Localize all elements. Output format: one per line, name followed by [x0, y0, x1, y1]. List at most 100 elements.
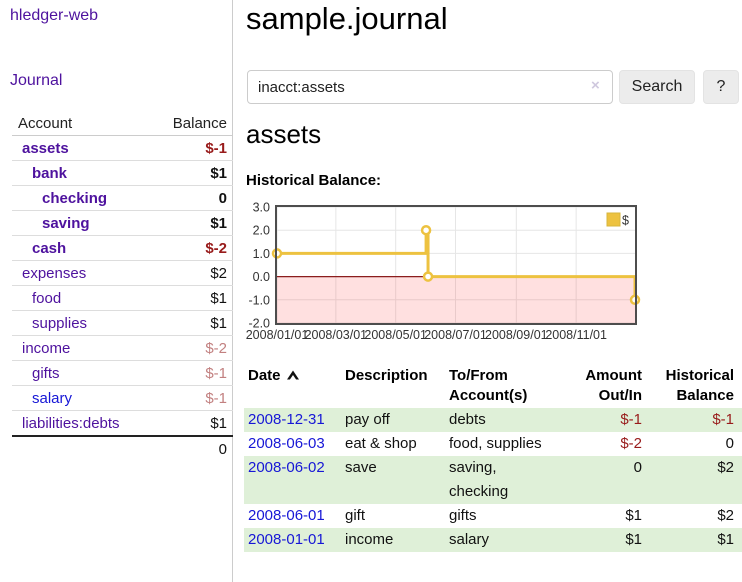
account-name-cell: salary	[12, 385, 154, 411]
account-row: expenses $2	[12, 260, 233, 286]
transaction-date-link[interactable]: 2008-06-02	[248, 459, 325, 476]
header-balance[interactable]: Historical Balance	[665, 367, 734, 404]
account-name-cell: food	[12, 285, 154, 311]
header-description[interactable]: Description	[345, 367, 428, 384]
transactions-table: Date Description To/From Account(s) Amou…	[244, 364, 742, 552]
account-balance: $1	[153, 285, 233, 311]
header-amount[interactable]: Amount Out/In	[585, 367, 642, 404]
svg-text:-2.0: -2.0	[248, 317, 270, 331]
transactions-header-row: Date Description To/From Account(s) Amou…	[244, 364, 742, 408]
svg-text:2008/11/01: 2008/11/01	[545, 328, 607, 342]
account-balance: $-2	[153, 235, 233, 261]
accounts-header-row: Account Balance	[12, 111, 233, 136]
transaction-row: 2008-06-02 save saving, checking 0 $2	[244, 456, 742, 504]
sidebar-account-link[interactable]: gifts	[32, 364, 60, 382]
accounts-total-row: 0	[12, 435, 233, 461]
transaction-row: 2008-12-31 pay off debts $-1 $-1	[244, 408, 742, 432]
account-name-cell: supplies	[12, 310, 154, 336]
account-balance: $1	[153, 160, 233, 186]
page-title: sample.journal	[246, 1, 448, 36]
account-balance: $1	[153, 410, 233, 436]
search-input[interactable]	[247, 70, 613, 104]
accounts-total-spacer	[12, 435, 154, 461]
account-name-cell: income	[12, 335, 154, 361]
sidebar-account-link[interactable]: liabilities:debts	[22, 414, 120, 432]
search-button[interactable]: Search	[619, 70, 695, 104]
transaction-row: 2008-01-01 income salary $1 $1	[244, 528, 742, 552]
transaction-amount: 0	[633, 459, 642, 476]
transaction-description: income	[345, 531, 394, 548]
account-balance: $1	[153, 210, 233, 236]
transaction-accounts: debts	[449, 411, 486, 428]
account-balance: 0	[153, 185, 233, 211]
sidebar-account-link[interactable]: checking	[42, 189, 108, 207]
sidebar-account-link[interactable]: assets	[22, 139, 69, 157]
svg-text:2.0: 2.0	[253, 224, 270, 238]
chart-title: Historical Balance:	[246, 172, 382, 189]
transaction-description: eat & shop	[345, 435, 417, 452]
transaction-amount: $-1	[620, 411, 642, 428]
sidebar-account-link[interactable]: food	[32, 289, 62, 307]
account-row: income $-2	[12, 335, 233, 361]
transaction-date-cell: 2008-12-31	[244, 408, 341, 432]
sidebar-account-link[interactable]: bank	[32, 164, 68, 182]
transaction-date-cell: 2008-06-01	[244, 504, 341, 528]
historical-balance-chart: 3.0 2.0 1.0 0.0 -1.0 -2.0 2008/01/01 2008/03/01…	[245, 200, 742, 350]
app-title-link[interactable]: hledger-web	[10, 7, 99, 24]
transaction-accounts: salary	[449, 531, 490, 548]
svg-text:2008/05/01: 2008/05/01	[364, 328, 427, 342]
header-accounts[interactable]: To/From Account(s)	[449, 367, 528, 404]
account-name-cell: saving	[12, 210, 154, 236]
account-row: food $1	[12, 285, 233, 311]
svg-text:0.0: 0.0	[253, 270, 270, 284]
svg-text:2008/09/01: 2008/09/01	[485, 328, 548, 342]
transaction-date-link[interactable]: 2008-06-01	[248, 507, 325, 524]
account-balance: $2	[153, 260, 233, 286]
sidebar-item-journal[interactable]: Journal	[10, 72, 63, 89]
transaction-date-cell: 2008-06-02	[244, 456, 341, 504]
transaction-date-cell: 2008-06-03	[244, 432, 341, 456]
transaction-date-link[interactable]: 2008-01-01	[248, 531, 325, 548]
transaction-accounts: gifts	[449, 507, 477, 524]
account-name-cell: expenses	[12, 260, 154, 286]
sidebar-account-link[interactable]: expenses	[22, 264, 87, 282]
account-balance: $-1	[205, 139, 227, 157]
transaction-date-link[interactable]: 2008-06-03	[248, 435, 325, 452]
account-heading: assets	[246, 119, 322, 149]
account-row: checking 0	[12, 185, 233, 211]
transaction-balance: $2	[717, 459, 734, 476]
account-name-cell: gifts	[12, 360, 154, 386]
svg-text:2008/01/01: 2008/01/01	[246, 328, 309, 342]
transaction-amount: $-2	[620, 435, 642, 452]
account-row: saving $1	[12, 210, 233, 236]
sidebar-account-link[interactable]: cash	[32, 239, 67, 257]
account-name-cell: checking	[12, 185, 154, 211]
transaction-description: save	[345, 459, 377, 476]
account-row: bank $1	[12, 160, 233, 186]
balance-chart-svg: 3.0 2.0 1.0 0.0 -1.0 -2.02008/01/012008/03/01…	[246, 201, 641, 342]
transaction-accounts: saving, checking	[449, 459, 509, 500]
transaction-amount: $1	[625, 507, 642, 524]
header-date[interactable]: Date	[244, 364, 341, 408]
sidebar-account-link[interactable]: salary	[32, 389, 73, 407]
account-row: salary $-1	[12, 385, 233, 411]
account-name-cell: cash	[12, 235, 154, 261]
svg-text:$: $	[622, 214, 629, 228]
transaction-balance: 0	[725, 435, 734, 452]
accounts-header-account: Account	[12, 111, 154, 136]
transaction-balance: $-1	[712, 411, 734, 428]
transaction-description: pay off	[345, 411, 390, 428]
account-balance: $-2	[153, 335, 233, 361]
sidebar-account-link[interactable]: saving	[42, 214, 90, 232]
sidebar-account-link[interactable]: supplies	[32, 314, 88, 332]
help-button[interactable]: ?	[703, 70, 739, 104]
transaction-description: gift	[345, 507, 366, 524]
sort-asc-icon	[286, 370, 299, 380]
transaction-row: 2008-06-01 gift gifts $1 $2	[244, 504, 742, 528]
clear-search-icon[interactable]: ×	[591, 77, 600, 94]
sidebar-account-link[interactable]: income	[22, 339, 71, 357]
account-balance: $1	[153, 310, 233, 336]
account-name-cell: assets	[12, 136, 154, 161]
transaction-date-link[interactable]: 2008-12-31	[248, 411, 325, 428]
svg-text:3.0: 3.0	[253, 201, 270, 215]
